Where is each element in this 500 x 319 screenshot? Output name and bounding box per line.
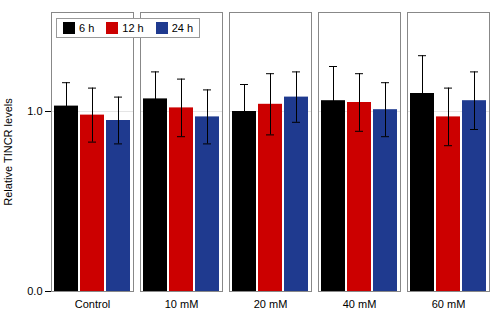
svg-text:Relative TINCR levels: Relative TINCR levels [2,98,14,206]
html-text:12 h: 12 h [122,22,144,34]
svg-text:Control: Control [75,298,110,310]
svg-text:0.0: 0.0 [27,285,42,297]
svg-text:40 mM: 40 mM [343,298,377,310]
html-text:24 h: 24 h [171,22,194,34]
svg-text:20 mM: 20 mM [254,298,288,310]
svg-text:60 mM: 60 mM [432,298,466,310]
html-text:6 h: 6 h [79,22,95,34]
svg-text:10 mM: 10 mM [165,298,199,310]
svg-text:1.0: 1.0 [27,105,42,117]
